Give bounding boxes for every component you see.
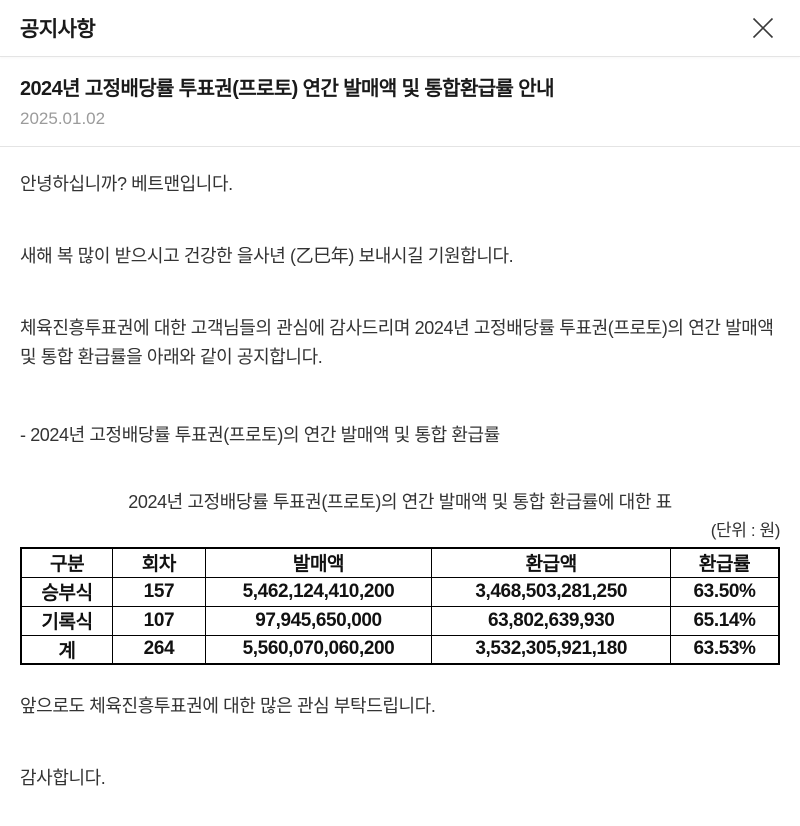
body-paragraph: 체육진흥투표권에 대한 고객님들의 관심에 감사드리며 2024년 고정배당률 …	[20, 318, 774, 367]
table-header-row: 구분 회차 발매액 환급액 환급률	[20, 547, 780, 578]
table-cell: 63.50%	[670, 576, 780, 607]
page-header: 공지사항	[0, 0, 800, 57]
summary-table: 구분 회차 발매액 환급액 환급률 승부식 157 5,462,124,410,…	[20, 547, 780, 665]
close-icon	[752, 17, 774, 39]
table-cell: 3,468,503,281,250	[431, 576, 672, 607]
table-cell: 계	[20, 634, 114, 665]
table-row: 기록식 107 97,945,650,000 63,802,639,930 65…	[20, 605, 780, 636]
body-paragraph: 감사합니다.	[20, 768, 106, 788]
table-header-cell: 회차	[112, 547, 206, 578]
table-header-cell: 환급액	[431, 547, 672, 578]
table-unit-note: (단위 : 원)	[710, 521, 781, 540]
body-paragraph: 안녕하십니까? 베트맨입니다.	[20, 174, 233, 194]
table-cell: 264	[112, 634, 206, 665]
body-paragraph: 앞으로도 체육진흥투표권에 대한 많은 관심 부탁드립니다.	[20, 696, 436, 716]
table-cell: 97,945,650,000	[204, 605, 433, 636]
table-cell: 5,462,124,410,200	[204, 576, 433, 607]
notice-title: 2024년 고정배당률 투표권(프로토) 연간 발매액 및 통합환급률 안내	[20, 78, 555, 100]
table-row: 계 264 5,560,070,060,200 3,532,305,921,18…	[20, 634, 780, 665]
closing-block: 앞으로도 체육진흥투표권에 대한 많은 관심 부탁드립니다. 감사합니다.	[20, 692, 780, 793]
page-title: 공지사항	[20, 18, 96, 41]
table-header-cell: 구분	[20, 547, 114, 578]
table-cell: 5,560,070,060,200	[204, 634, 433, 665]
table-cell: 63,802,639,930	[431, 605, 672, 636]
table-cell: 기록식	[20, 605, 114, 636]
notice-title-block: 2024년 고정배당률 투표권(프로토) 연간 발매액 및 통합환급률 안내 2…	[0, 57, 800, 147]
body-paragraph: 새해 복 많이 받으시고 건강한 을사년 (乙巳年) 보내시길 기원합니다.	[20, 246, 514, 266]
table-header-cell: 발매액	[204, 547, 433, 578]
table-cell: 65.14%	[670, 605, 780, 636]
table-cell: 3,532,305,921,180	[431, 634, 672, 665]
table-caption: 2024년 고정배당률 투표권(프로토)의 연간 발매액 및 통합 환급률에 대…	[128, 492, 672, 512]
close-button[interactable]	[748, 13, 778, 43]
table-row: 승부식 157 5,462,124,410,200 3,468,503,281,…	[20, 576, 780, 607]
notice-body: 안녕하십니까? 베트맨입니다. 새해 복 많이 받으시고 건강한 을사년 (乙巳…	[0, 147, 800, 823]
table-cell: 63.53%	[670, 634, 780, 665]
table-cell: 157	[112, 576, 206, 607]
table-cell: 승부식	[20, 576, 114, 607]
notice-date: 2025.01.02	[20, 109, 106, 128]
table-header-cell: 환급률	[670, 547, 780, 578]
body-paragraph: - 2024년 고정배당률 투표권(프로토)의 연간 발매액 및 통합 환급률	[20, 425, 500, 445]
table-cell: 107	[112, 605, 206, 636]
